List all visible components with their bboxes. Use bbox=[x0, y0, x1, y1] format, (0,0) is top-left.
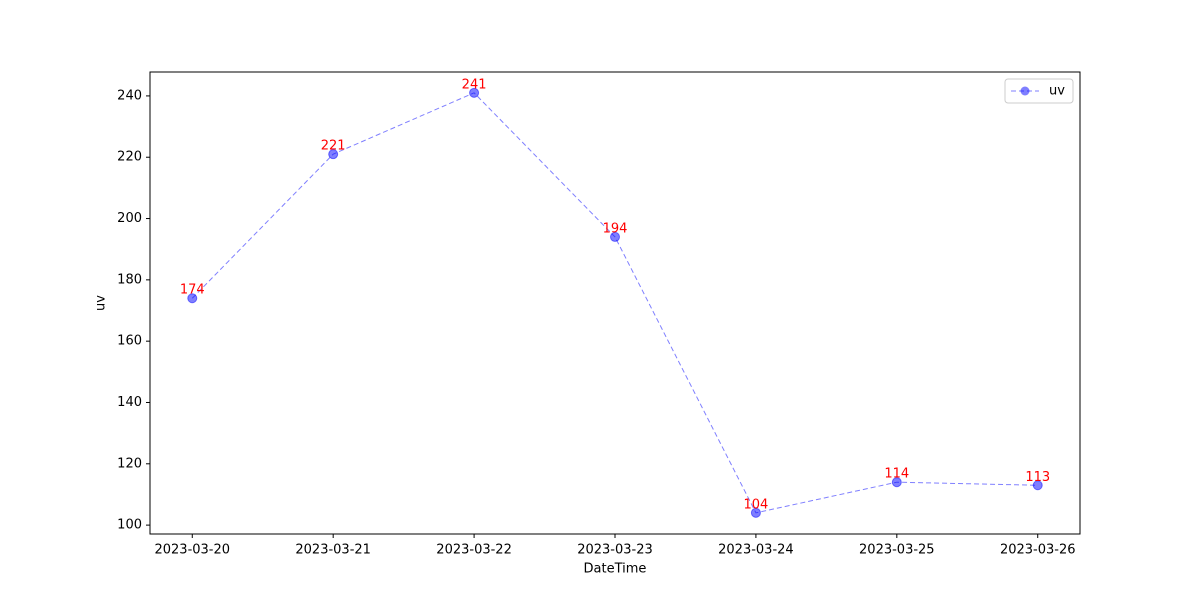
point bbox=[891, 477, 902, 488]
x-tick-label: 2023-03-23 bbox=[577, 543, 653, 558]
legend-marker bbox=[1020, 86, 1030, 96]
y-tick-label: 100 bbox=[117, 518, 142, 533]
value-label: 174 bbox=[180, 283, 205, 298]
y-tick-label: 220 bbox=[117, 150, 142, 165]
x-tick-label: 2023-03-22 bbox=[436, 543, 512, 558]
point bbox=[187, 293, 198, 304]
plot-frame bbox=[149, 71, 1081, 535]
x-tick-label: 2023-03-26 bbox=[1000, 543, 1076, 558]
y-tick-label: 240 bbox=[117, 88, 142, 103]
value-label: 104 bbox=[743, 497, 768, 512]
value-label: 114 bbox=[884, 467, 909, 482]
point bbox=[1032, 480, 1043, 491]
value-label: 241 bbox=[462, 77, 487, 92]
y-tick-label: 200 bbox=[117, 211, 142, 226]
y-tick-label: 140 bbox=[117, 395, 142, 410]
x-tick-label: 2023-03-25 bbox=[859, 543, 935, 558]
value-label: 221 bbox=[321, 139, 346, 154]
point bbox=[750, 507, 761, 518]
y-axis-label: uv bbox=[94, 295, 109, 311]
point bbox=[328, 149, 339, 160]
legend: uv bbox=[1004, 78, 1074, 104]
value-label: 113 bbox=[1025, 470, 1050, 485]
y-tick-label: 160 bbox=[117, 334, 142, 349]
x-axis-label: DateTime bbox=[584, 562, 647, 577]
point bbox=[469, 87, 480, 98]
y-tick-label: 180 bbox=[117, 272, 142, 287]
line bbox=[191, 92, 1038, 514]
x-tick-label: 2023-03-20 bbox=[154, 543, 230, 558]
value-label: 194 bbox=[603, 221, 628, 236]
y-tick-label: 120 bbox=[117, 456, 142, 471]
x-tick-label: 2023-03-24 bbox=[718, 543, 794, 558]
x-tick-label: 2023-03-21 bbox=[295, 543, 371, 558]
point bbox=[610, 231, 620, 242]
legend-label: uv bbox=[1049, 84, 1065, 99]
